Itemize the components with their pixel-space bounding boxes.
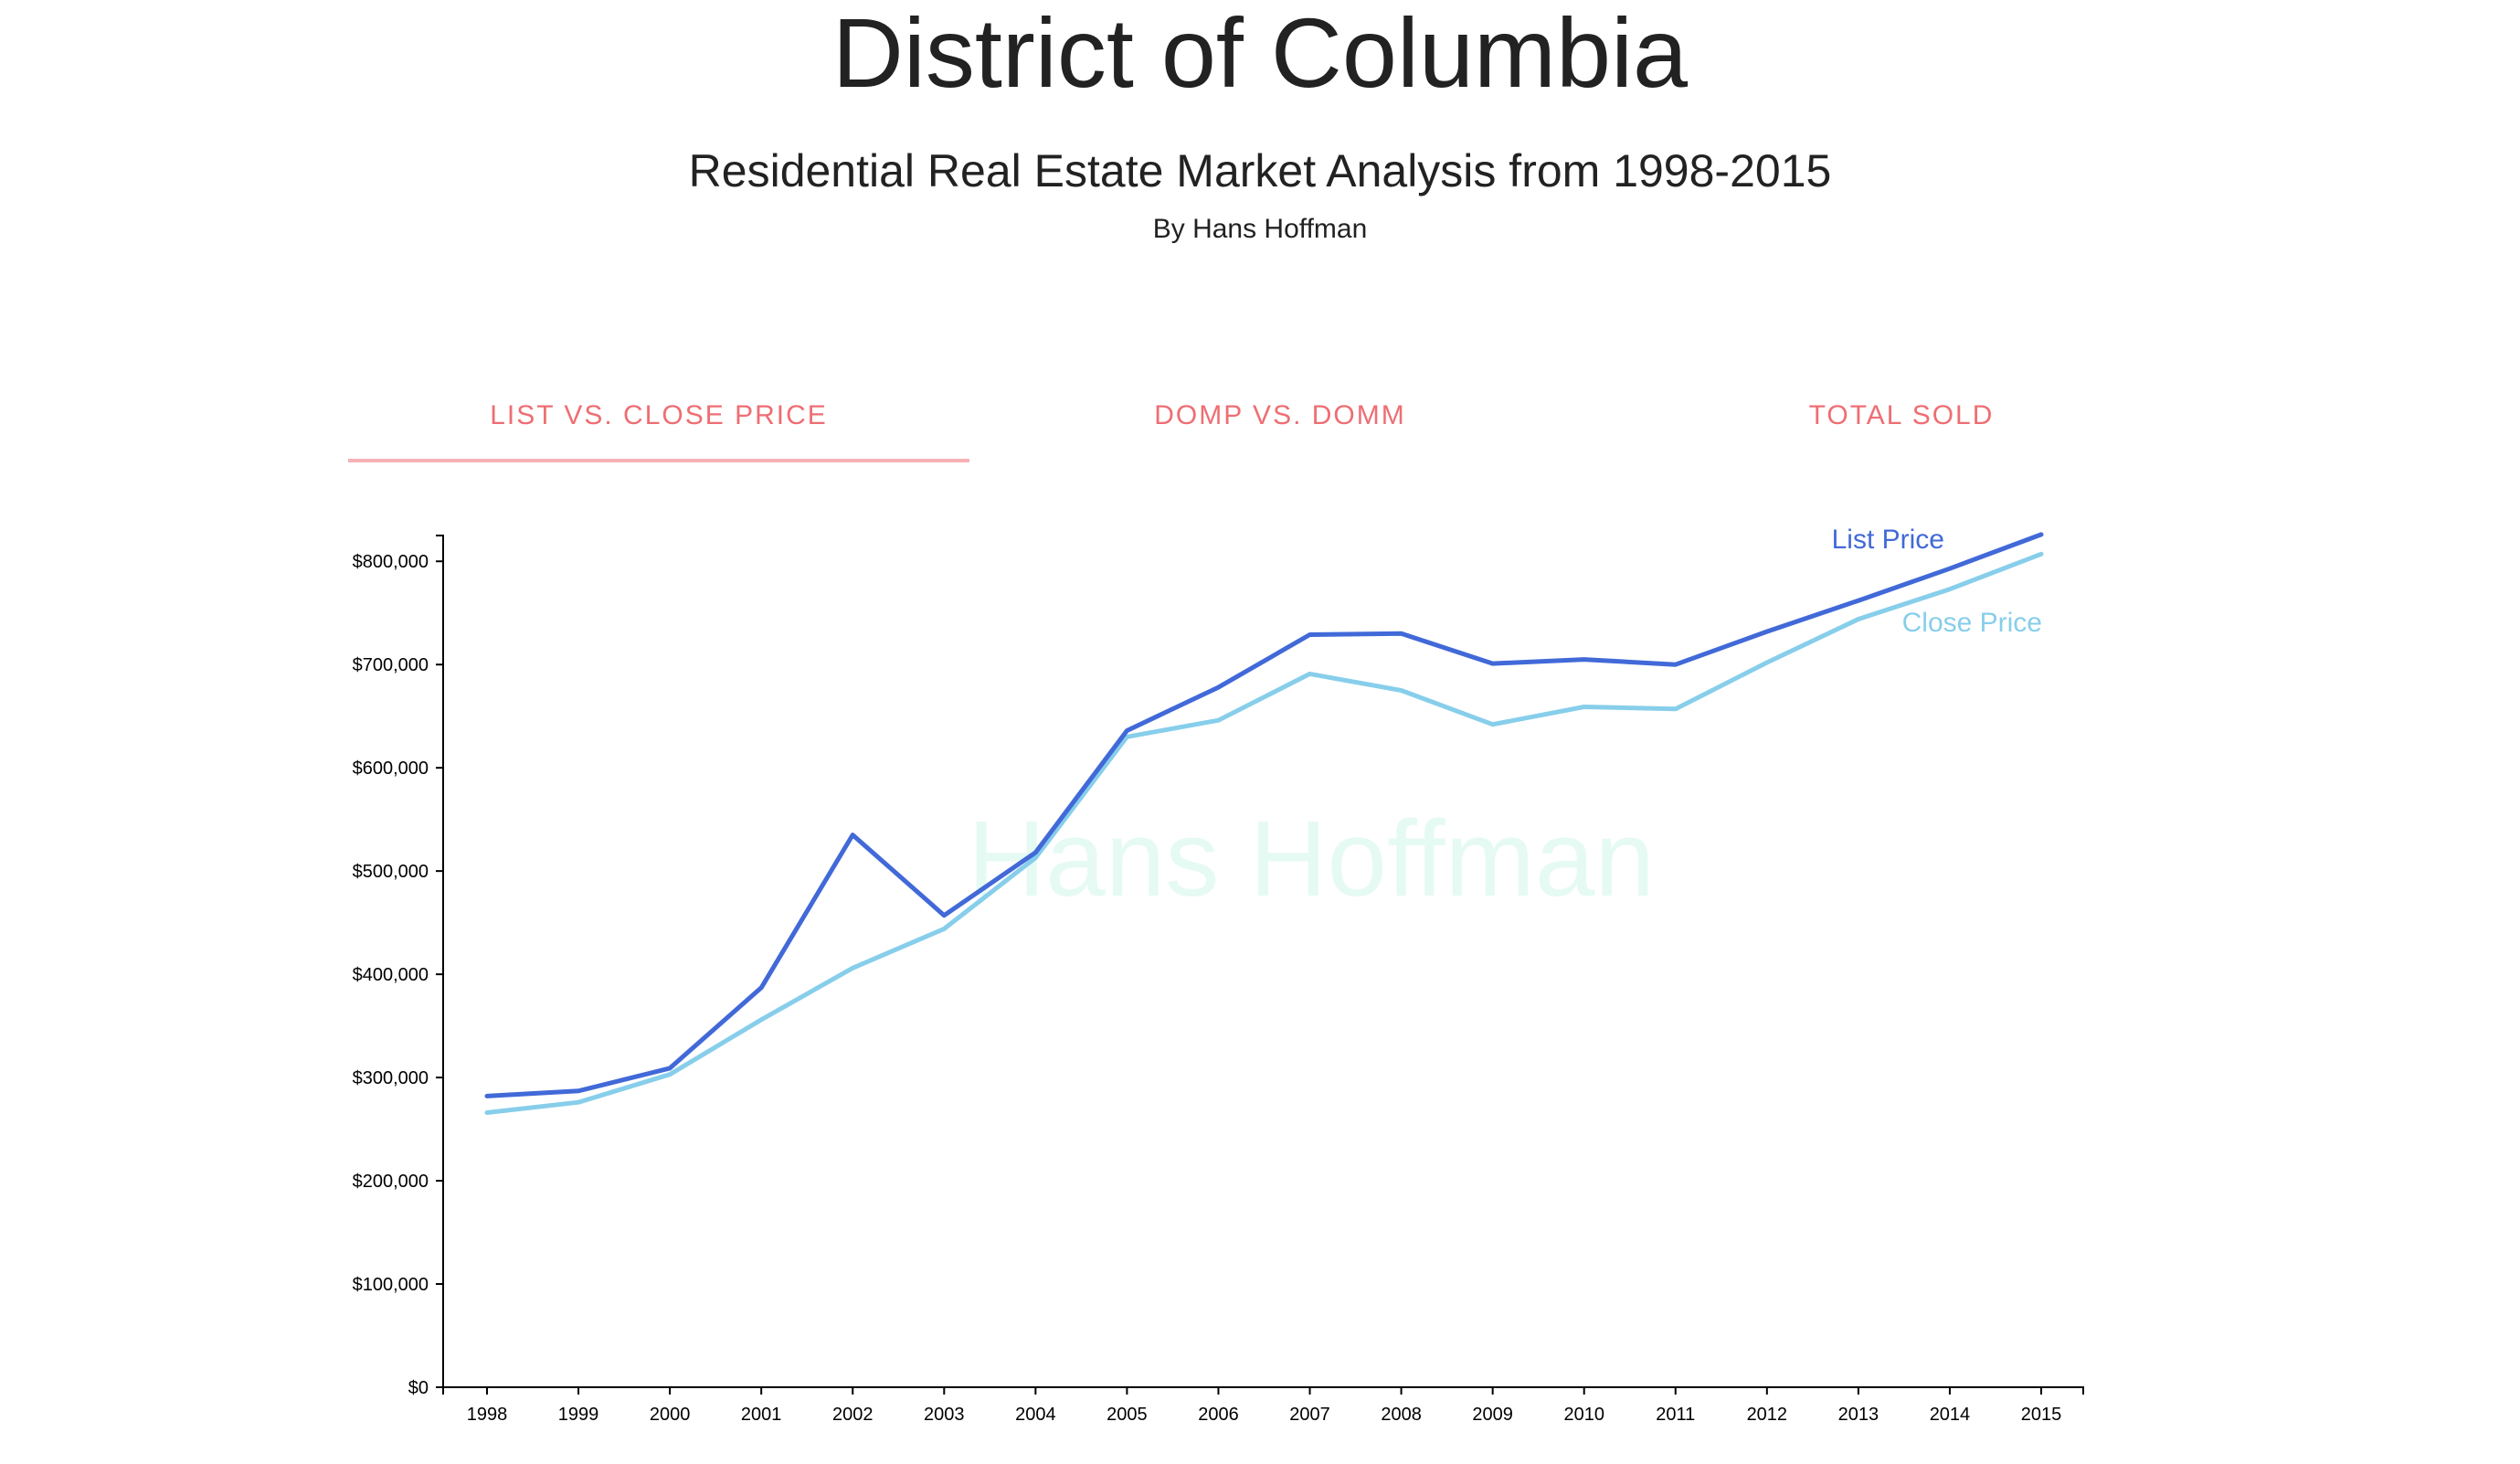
y-tick-label: $100,000 <box>353 1275 429 1295</box>
y-tick-label: $200,000 <box>353 1172 429 1192</box>
x-tick-label: 2002 <box>832 1405 874 1425</box>
close-price-label: Close Price <box>1902 608 2042 638</box>
list-price-label: List Price <box>1832 525 1944 555</box>
x-tick-label: 2007 <box>1289 1405 1330 1425</box>
y-tick-label: $400,000 <box>353 965 429 985</box>
chart-container: Hans Hoffman $0 $100,000 $200,000 $300,000 $… <box>0 512 2520 1459</box>
active-tab-indicator <box>348 459 969 462</box>
x-tick-label: 2013 <box>1838 1405 1879 1425</box>
x-axis-line <box>442 1386 2084 1395</box>
list-price-line <box>484 532 2044 1098</box>
y-axis-line <box>436 535 444 1388</box>
x-tick-label: 2004 <box>1015 1405 1056 1425</box>
tab-domp-vs-domm[interactable]: DOMP VS. DOMM <box>1154 400 1406 430</box>
y-tick-label: $600,000 <box>353 759 429 779</box>
chart-tabs: LIST VS. CLOSE PRICE DOMP VS. DOMM TOTAL… <box>348 384 2212 466</box>
x-tick-label: 2003 <box>924 1405 965 1425</box>
x-tick-label: 2012 <box>1747 1405 1788 1425</box>
y-tick-label: $800,000 <box>353 552 429 572</box>
y-tick-label: $700,000 <box>353 655 429 675</box>
watermark-text: Hans Hoffman <box>968 799 1655 919</box>
x-tick-label: 2009 <box>1472 1405 1513 1425</box>
x-tick-label: 2006 <box>1198 1405 1239 1425</box>
x-tick-label: 1999 <box>558 1405 599 1425</box>
x-tick-label: 1998 <box>467 1405 508 1425</box>
x-tick-label: 2001 <box>741 1405 782 1425</box>
x-tick-label: 2005 <box>1106 1405 1148 1425</box>
x-tick-label: 2011 <box>1656 1405 1695 1425</box>
page-subtitle: Residential Real Estate Market Analysis … <box>688 145 1832 196</box>
tab-list-vs-close-price[interactable]: LIST VS. CLOSE PRICE <box>490 400 828 430</box>
y-tick-label: $0 <box>408 1378 429 1398</box>
tab-total-sold[interactable]: TOTAL SOLD <box>1808 400 1995 430</box>
y-tick-label: $500,000 <box>353 862 429 882</box>
x-tick-label: 2010 <box>1563 1405 1604 1425</box>
x-tick-label: 2014 <box>1930 1405 1971 1425</box>
x-tick-label: 2000 <box>650 1405 691 1425</box>
y-tick-label: $300,000 <box>353 1068 429 1088</box>
close-price-line <box>484 551 2044 1115</box>
x-tick-label: 2008 <box>1381 1405 1422 1425</box>
page-title: District of Columbia <box>831 0 1689 108</box>
line-chart: Hans Hoffman $0 $100,000 $200,000 $300,000 $… <box>353 525 2084 1425</box>
author-byline: By Hans Hoffman <box>1152 214 1368 244</box>
x-tick-label: 2015 <box>2021 1405 2062 1425</box>
